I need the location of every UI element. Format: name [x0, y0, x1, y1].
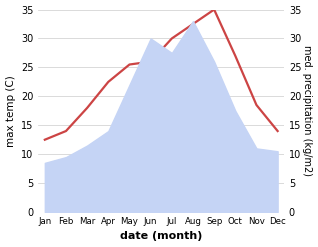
X-axis label: date (month): date (month) — [120, 231, 203, 242]
Y-axis label: med. precipitation (kg/m2): med. precipitation (kg/m2) — [302, 45, 313, 176]
Y-axis label: max temp (C): max temp (C) — [5, 75, 16, 147]
